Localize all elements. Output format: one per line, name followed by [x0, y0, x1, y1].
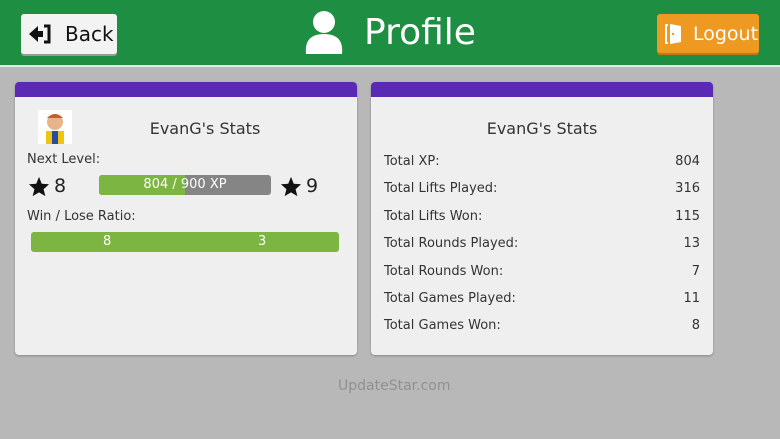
door-icon [665, 23, 681, 44]
stat-value: 8 [691, 318, 700, 334]
page-title: Profile [304, 10, 476, 54]
card-title: EvanG's Stats [149, 119, 261, 138]
wins-value: 8 [103, 234, 112, 249]
avatar [38, 110, 72, 144]
stat-row: Total Games Won: 8 [384, 318, 700, 333]
stat-value: 7 [691, 263, 700, 279]
card-title: EvanG's Stats [486, 119, 598, 138]
level-card: EvanG's Stats Next Level: 8 804 / 900 XP… [15, 82, 357, 355]
logout-button[interactable]: Logout [657, 14, 759, 53]
logout-label: Logout [693, 22, 759, 45]
card-header-bar [371, 82, 713, 97]
stat-label: Total XP: [384, 154, 440, 169]
stat-value: 316 [675, 181, 700, 197]
back-arrow-icon [29, 24, 51, 44]
stats-card: EvanG's Stats Total XP: 804 Total Lifts Pl… [371, 82, 713, 355]
stat-label: Total Lifts Won: [384, 208, 483, 224]
stat-row: Total Rounds Played: 13 [384, 236, 700, 251]
stat-label: Total Games Won: [384, 318, 501, 334]
stat-label: Total Lifts Played: [384, 181, 498, 197]
stat-value: 804 [675, 154, 700, 169]
back-label: Back [65, 22, 114, 46]
back-button[interactable]: Back [21, 14, 117, 54]
win-lose-bar: 8 3 [31, 232, 339, 252]
stat-row: Total Lifts Won: 115 [384, 209, 700, 224]
stat-value: 11 [683, 291, 700, 306]
xp-progress-fill [99, 175, 185, 195]
header-bar: Back Profile Logout [0, 0, 780, 67]
next-level-label: Next Level: [27, 152, 101, 167]
win-lose-label: Win / Lose Ratio: [27, 209, 136, 224]
xp-progress-bar: 804 / 900 XP [99, 175, 271, 195]
stat-label: Total Games Played: [384, 291, 516, 306]
user-icon [305, 11, 343, 54]
next-level: 9 [280, 175, 318, 197]
star-icon [28, 176, 50, 196]
stat-row: Total Games Played: 11 [384, 291, 700, 306]
stat-row: Total Rounds Won: 7 [384, 264, 700, 279]
stat-value: 13 [683, 236, 700, 252]
stat-label: Total Rounds Played: [384, 236, 519, 252]
card-header-bar [15, 82, 357, 97]
losses-value: 3 [258, 234, 267, 249]
stat-label: Total Rounds Won: [384, 263, 504, 279]
current-level: 8 [28, 175, 66, 197]
xp-text: 804 / 900 XP [143, 177, 227, 192]
stat-value: 115 [675, 208, 700, 224]
title-text: Profile [364, 11, 476, 53]
stat-row: Total Lifts Played: 316 [384, 181, 700, 196]
watermark: UpdateStar.com [338, 378, 451, 394]
stat-row: Total XP: 804 [384, 154, 700, 169]
star-icon [280, 176, 302, 196]
